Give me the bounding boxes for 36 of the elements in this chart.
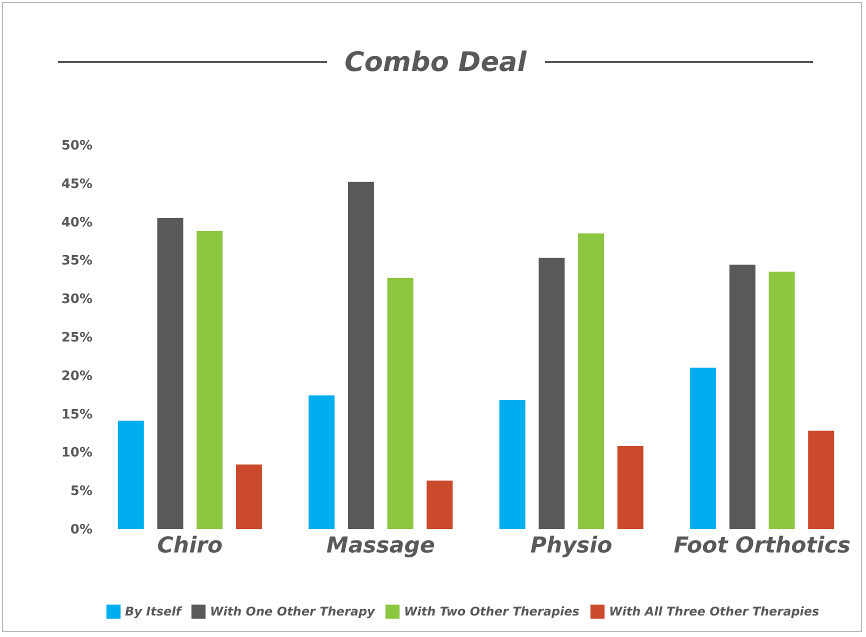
legend-label: With Two Other Therapies xyxy=(404,604,580,619)
y-tick-label: 15% xyxy=(61,407,92,422)
legend-label: With All Three Other Therapies xyxy=(609,604,820,619)
x-tick-label: Massage xyxy=(326,534,435,558)
legend-label: By Itself xyxy=(125,604,183,619)
y-tick-label: 0% xyxy=(70,522,92,538)
bar xyxy=(729,264,756,529)
x-tick-label: Chiro xyxy=(157,534,223,558)
bar xyxy=(348,182,374,529)
bar xyxy=(690,368,716,529)
y-tick-label: 40% xyxy=(61,215,92,230)
bar xyxy=(617,446,644,529)
bar xyxy=(538,258,565,529)
x-tick-label: Foot Orthotics xyxy=(674,534,850,558)
y-tick-label: 10% xyxy=(61,446,92,461)
bar xyxy=(426,480,453,529)
bar xyxy=(196,231,223,529)
y-tick-label: 45% xyxy=(61,176,92,192)
x-tick-label: Physio xyxy=(530,534,612,558)
bar xyxy=(236,464,262,529)
y-tick-label: 30% xyxy=(61,292,92,308)
bar xyxy=(157,218,184,529)
bar xyxy=(118,420,144,529)
bar xyxy=(808,430,834,529)
y-tick-label: 20% xyxy=(61,368,92,384)
legend-label: With One Other Therapy xyxy=(210,604,376,619)
bar xyxy=(768,272,795,529)
bar xyxy=(499,400,526,529)
y-tick-label: 35% xyxy=(61,254,92,269)
chart-title: Combo Deal xyxy=(344,46,528,78)
bar xyxy=(578,233,604,529)
y-tick-label: 25% xyxy=(61,330,92,346)
bar xyxy=(387,278,414,529)
y-tick-label: 50% xyxy=(61,138,92,154)
y-tick-label: 5% xyxy=(70,484,92,500)
bar xyxy=(308,395,335,529)
